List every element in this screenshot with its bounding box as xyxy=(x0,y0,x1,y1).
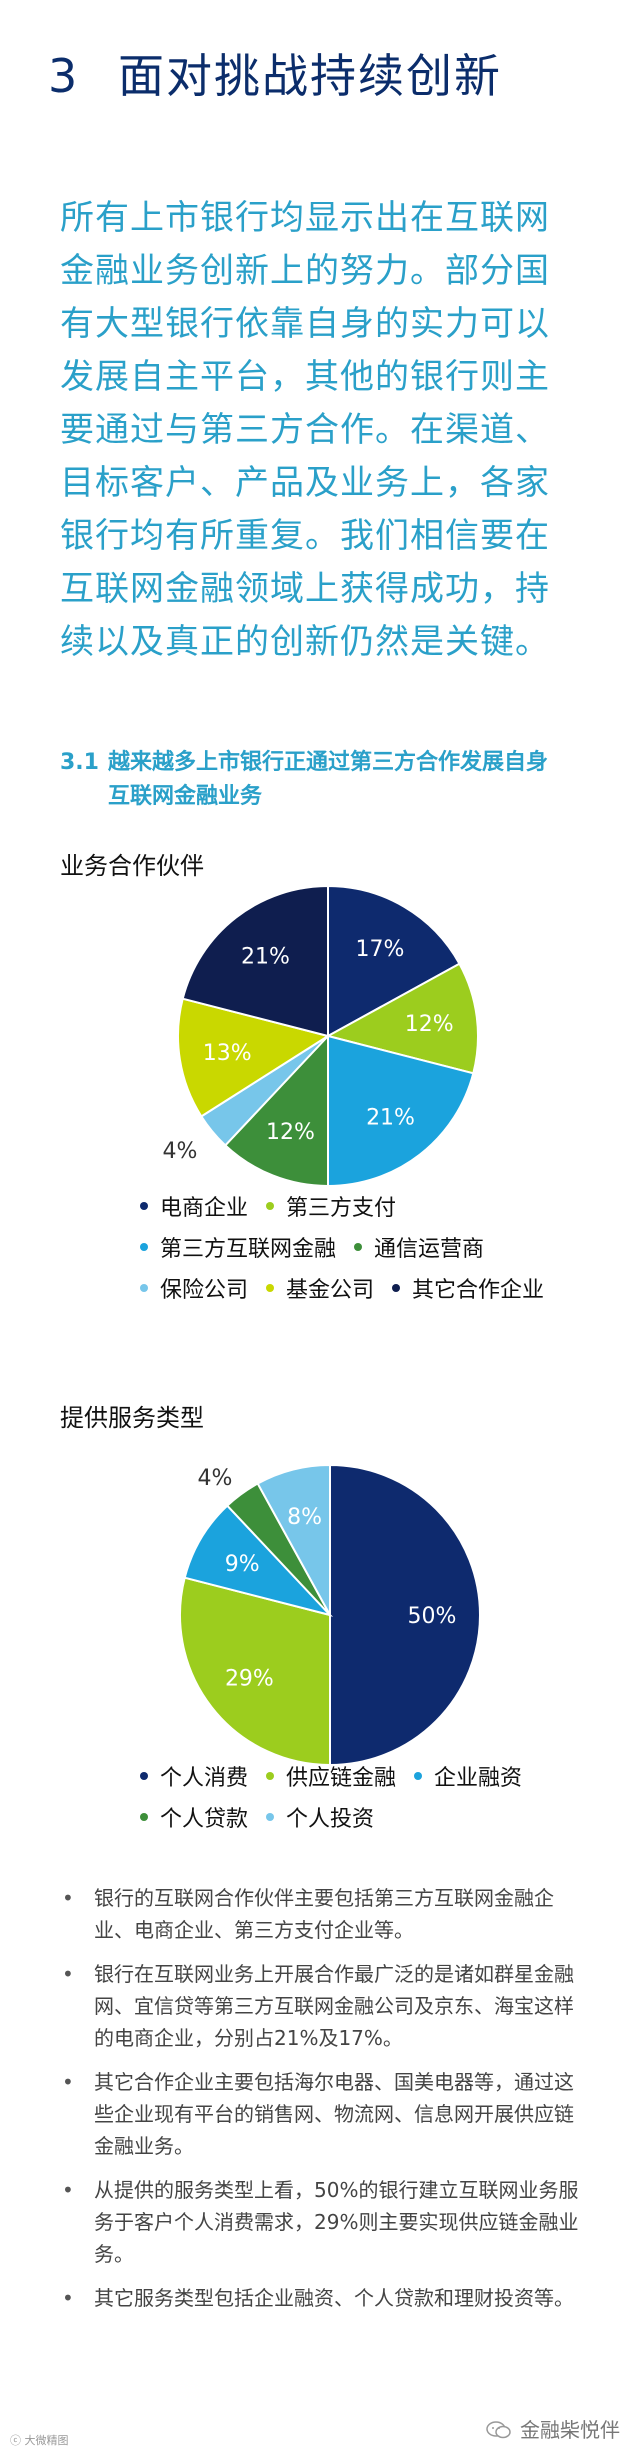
bullet-item: • 其它服务类型包括企业融资、个人贷款和理财投资等。 xyxy=(58,2282,588,2314)
legend-label: 个人消费 xyxy=(160,1765,249,1791)
bullet-text: 从提供的服务类型上看，50%的银行建立互联网业务服务于客户个人消费需求，29%则… xyxy=(94,2178,579,2266)
bullet-item: • 其它合作企业主要包括海尔电器、国美电器等，通过这些企业现有平台的销售网、物流网… xyxy=(58,2066,588,2162)
legend-item: 电商企业 xyxy=(140,1185,248,1226)
slice-label-5: 8% xyxy=(287,1505,322,1530)
wechat-icon xyxy=(486,2420,512,2438)
legend-dot-icon xyxy=(140,1283,148,1292)
legend-dot-icon xyxy=(140,1771,148,1780)
legend-label: 第三方互联网金融 xyxy=(160,1236,337,1262)
legend-partners: 电商企业 第三方支付第三方互联网金融 通信运营商保险公司 基金公司 其它合作企业 xyxy=(140,1185,590,1308)
bullet-dot-icon: • xyxy=(62,1962,74,1986)
legend-dot-icon xyxy=(266,1812,275,1821)
pie-slice-6 xyxy=(177,997,331,1118)
slice-label-6: 13% xyxy=(203,1041,252,1066)
footer-watermark: ⓒ 大微精图 xyxy=(10,2434,69,2447)
pie-slice-4 xyxy=(223,1033,329,1188)
legend-dot-icon xyxy=(140,1242,148,1251)
legend-label: 个人贷款 xyxy=(160,1806,249,1832)
subsection-title: 越来越多上市银行正通过第三方合作发展自身互联网金融业务 xyxy=(108,750,549,809)
slice-label-1: 50% xyxy=(408,1604,457,1629)
slice-label-2: 12% xyxy=(405,1012,454,1037)
legend-dot-icon xyxy=(266,1201,275,1210)
bullet-dot-icon: • xyxy=(62,1886,74,1910)
chart-title-services: 提供服务类型 xyxy=(60,1404,204,1432)
legend-item: 第三方支付 xyxy=(266,1185,396,1226)
legend-item: 企业融资 xyxy=(414,1755,522,1796)
pie-slice-4 xyxy=(225,1482,331,1616)
intro-paragraph: 所有上市银行均显示出在互联网金融业务创新上的努力。部分国有大型银行依靠自身的实力… xyxy=(60,198,550,662)
legend-label: 电商企业 xyxy=(160,1195,249,1221)
legend-label: 其它合作企业 xyxy=(412,1277,545,1303)
slice-label-4: 4% xyxy=(198,1466,233,1491)
legend-dot-icon xyxy=(266,1771,275,1780)
legend-item: 个人贷款 xyxy=(140,1796,248,1837)
legend-item: 第三方互联网金融 xyxy=(140,1226,336,1267)
section-number: 3 xyxy=(48,49,80,103)
legend-dot-icon xyxy=(414,1771,423,1780)
bullet-text: 其它合作企业主要包括海尔电器、国美电器等，通过这些企业现有平台的销售网、物流网、… xyxy=(94,2070,574,2158)
slice-label-7: 21% xyxy=(241,944,290,969)
pie-slice-2 xyxy=(179,1576,331,1767)
slice-label-3: 9% xyxy=(225,1552,260,1577)
bullet-text: 银行在互联网业务上开展合作最广泛的是诸如群星金融网、宜信贷等第三方互联网金融公司… xyxy=(94,1962,574,2050)
pie-slice-7 xyxy=(181,884,329,1038)
legend-label: 基金公司 xyxy=(286,1277,375,1303)
bullet-list: • 银行的互联网合作伙伴主要包括第三方互联网金融企业、电商企业、第三方支付企业等。… xyxy=(58,1882,588,2326)
slice-label-2: 29% xyxy=(225,1667,274,1692)
slice-label-3: 21% xyxy=(366,1106,415,1131)
subsection-number: 3.1 xyxy=(60,750,99,775)
legend-item: 基金公司 xyxy=(266,1267,374,1308)
legend-label: 通信运营商 xyxy=(374,1236,485,1262)
legend-dot-icon xyxy=(140,1201,148,1210)
chart-title-partners: 业务合作伙伴 xyxy=(60,852,204,880)
legend-dot-icon xyxy=(140,1812,148,1821)
legend-item: 个人消费 xyxy=(140,1755,248,1796)
legend-dot-icon xyxy=(354,1242,363,1251)
bullet-item: • 从提供的服务类型上看，50%的银行建立互联网业务服务于客户个人消费需求，29%… xyxy=(58,2174,588,2270)
pie-slice-1 xyxy=(327,884,461,1038)
page-title: 3 面对挑战持续创新 xyxy=(48,40,502,106)
slice-label-4: 12% xyxy=(266,1120,315,1145)
legend-item: 保险公司 xyxy=(140,1267,248,1308)
legend-services: 个人消费 供应链金融 企业融资个人贷款 个人投资 xyxy=(140,1755,590,1837)
pie-slice-5 xyxy=(256,1463,331,1616)
pie-slice-1 xyxy=(329,1463,481,1767)
bullet-text: 其它服务类型包括企业融资、个人贷款和理财投资等。 xyxy=(94,2286,574,2310)
bullet-dot-icon: • xyxy=(62,2286,74,2310)
legend-dot-icon xyxy=(266,1283,275,1292)
footer-brand: 金融柴悦伴 xyxy=(486,2414,620,2443)
legend-label: 第三方支付 xyxy=(286,1195,397,1221)
pie-slice-3 xyxy=(327,1034,475,1188)
footer-brand-text: 金融柴悦伴 xyxy=(520,2418,620,2442)
slice-label-1: 17% xyxy=(355,937,404,962)
pie-slice-2 xyxy=(325,962,479,1075)
bullet-item: • 银行在互联网业务上开展合作最广泛的是诸如群星金融网、宜信贷等第三方互联网金融公… xyxy=(58,1958,588,2054)
pie-slice-5 xyxy=(199,1035,329,1147)
pie-slice-3 xyxy=(183,1504,334,1617)
bullet-item: • 银行的互联网合作伙伴主要包括第三方互联网金融企业、电商企业、第三方支付企业等。 xyxy=(58,1882,588,1946)
slice-label-5: 4% xyxy=(163,1139,198,1164)
legend-item: 其它合作企业 xyxy=(392,1267,544,1308)
legend-label: 企业融资 xyxy=(434,1765,523,1791)
legend-item: 个人投资 xyxy=(266,1796,374,1837)
legend-item: 通信运营商 xyxy=(354,1226,484,1267)
bullet-dot-icon: • xyxy=(62,2070,74,2094)
bullet-text: 银行的互联网合作伙伴主要包括第三方互联网金融企业、电商企业、第三方支付企业等。 xyxy=(94,1886,554,1942)
subsection-heading: 3.1 越来越多上市银行正通过第三方合作发展自身互联网金融业务 xyxy=(60,746,580,814)
bullet-dot-icon: • xyxy=(62,2178,74,2202)
legend-label: 保险公司 xyxy=(160,1277,249,1303)
legend-label: 供应链金融 xyxy=(286,1765,397,1791)
legend-label: 个人投资 xyxy=(286,1806,375,1832)
section-title: 面对挑战持续创新 xyxy=(118,49,502,103)
legend-item: 供应链金融 xyxy=(266,1755,396,1796)
legend-dot-icon xyxy=(392,1283,401,1292)
